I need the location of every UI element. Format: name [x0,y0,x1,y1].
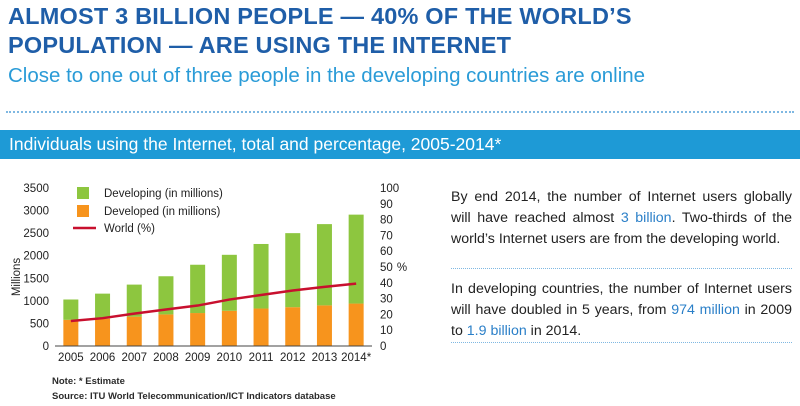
y2-tick-label: 50 [380,262,393,274]
x-tick-label: 2006 [90,352,116,364]
p2-text-middle: in 2009 to [451,302,792,339]
y-tick-label: 1500 [23,273,49,285]
bar-developed [285,307,301,346]
y-tick-label: 1000 [23,296,49,308]
y2-tick-label: 100 [380,183,399,195]
y2-tick-label: 60 [380,246,393,258]
x-tick-label: 2013 [312,352,338,364]
y2-tick-label: 80 [380,215,393,227]
y2-tick-label: 0 [380,341,386,353]
y2-tick-label: 90 [380,199,393,211]
y-tick-label: 2000 [23,251,49,263]
y2-axis-title: % [397,262,407,274]
chart-banner-title: Individuals using the Internet, total an… [0,130,800,159]
text-paragraph-2: In developing countries, the number of I… [451,279,792,342]
p1-highlight: 3 billion [620,210,672,226]
y-tick-label: 0 [43,341,49,353]
y2-tick-label: 20 [380,309,393,321]
y-tick-label: 500 [30,318,49,330]
x-tick-label: 2011 [249,352,274,364]
internet-users-chart: 0 500 1000 1500 2000 2500 3000 3500 0 10 20 30 40 50 6… [11,183,407,364]
text-divider-2 [451,342,792,343]
p2-highlight-1: 974 million [671,302,740,318]
bar-developed [221,310,237,346]
bar-developed [253,308,269,346]
y-tick-label: 2500 [23,228,49,240]
p2-highlight-2: 1.9 billion [466,323,527,339]
y2-tick-label: 40 [380,278,393,290]
bar-developed [126,316,142,346]
bar-developing [158,276,174,315]
legend-label: World (%) [104,223,155,235]
legend-label: Developing (in millions) [104,188,223,200]
x-tick-label: 2005 [58,352,84,364]
bar-developed [158,314,174,346]
y2-tick-label: 70 [380,230,393,242]
legend-swatch-developed [77,205,89,217]
dotted-divider [6,111,794,113]
x-tick-label: 2012 [280,352,306,364]
bar-developed [190,313,206,346]
bar-developing [63,299,79,320]
p2-text-start: In developing countries, the number of I… [451,281,792,318]
chart-note: Note: * Estimate [52,376,125,387]
subheadline: Close to one out of three people in the … [8,64,646,87]
y-tick-label: 3000 [23,206,49,218]
x-tick-label: 2014* [341,352,372,364]
bar-developing [316,224,332,306]
headline-line-1: ALMOST 3 BILLION PEOPLE — 40% OF THE WOR… [8,3,632,29]
x-tick-label: 2007 [121,352,147,364]
legend-swatch-developing [77,187,89,199]
chart-source: Source: ITU World Telecommunication/ICT … [52,391,336,402]
x-tick-label: 2010 [217,352,243,364]
text-divider-1 [451,268,792,269]
p1-text-start: By end 2014, the number of Internet user… [451,189,792,226]
headline-line-2: POPULATION — ARE USING THE INTERNET [8,32,512,58]
y2-tick-label: 30 [380,294,393,306]
x-tick-label: 2009 [185,352,211,364]
bar-developed [316,305,332,346]
bar-developing [95,293,111,319]
bar-developing [285,233,301,308]
y2-tick-label: 10 [380,325,393,337]
y-axis-title: Millions [11,258,23,297]
bar-developing [126,284,142,317]
bar-developing [348,214,364,304]
p1-text-end: . Two-thirds of the world’s Internet use… [451,210,792,247]
bar-developing [190,264,206,314]
legend-label: Developed (in millions) [104,206,220,218]
x-tick-label: 2008 [153,352,179,364]
p2-text-end: in 2014. [526,323,582,339]
y-tick-label: 3500 [23,183,49,195]
text-paragraph-1: By end 2014, the number of Internet user… [451,187,792,250]
bar-developed [95,318,111,346]
bar-developed [63,319,79,346]
line-world-percent [70,282,357,323]
bar-developed [348,303,364,346]
headline: ALMOST 3 BILLION PEOPLE — 40% OF THE WOR… [8,2,788,60]
bar-developing [253,243,269,309]
bar-developing [221,254,237,311]
